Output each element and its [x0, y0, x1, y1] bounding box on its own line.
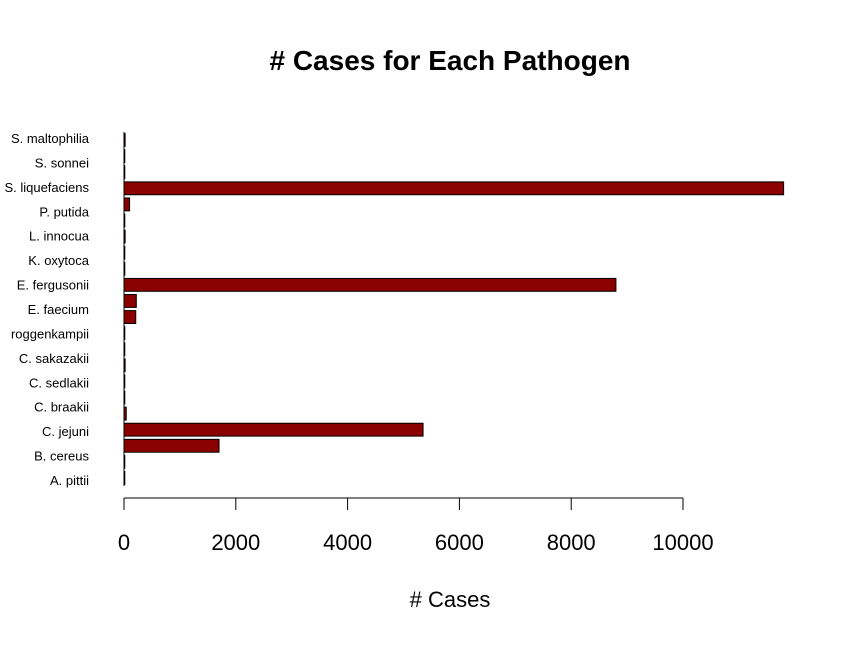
y-tick-label: K. oxytoca: [28, 253, 89, 268]
bar: [123, 422, 424, 437]
y-tick-label: roggenkampii: [11, 326, 89, 341]
y-tick-label: C. jejuni: [42, 424, 89, 439]
bar: [123, 310, 137, 324]
x-tick-label: 8000: [547, 530, 596, 555]
x-tick-label: 10000: [652, 530, 713, 555]
x-tick-label: 2000: [211, 530, 260, 555]
bar: [123, 438, 220, 453]
y-tick-label: B. cereus: [34, 449, 89, 464]
bar: [123, 294, 137, 308]
y-tick-label: S. liquefaciens: [4, 180, 89, 195]
y-tick-label: C. sakazakii: [19, 351, 89, 366]
y-tick-label: P. putida: [39, 204, 89, 219]
y-tick-label: S. maltophilia: [11, 131, 90, 146]
chart-title: # Cases for Each Pathogen: [269, 45, 630, 76]
y-tick-labels: A. pittii B. cereus C. jejuni C. braakii C. …: [4, 131, 89, 488]
x-tick-label: 6000: [435, 530, 484, 555]
x-axis-label: # Cases: [410, 587, 491, 612]
x-tick-label: 0: [118, 530, 130, 555]
y-tick-label: A. pittii: [50, 473, 89, 488]
x-axis: 0 2000 4000 6000 8000 10000: [118, 497, 714, 555]
y-tick-label: E. fergusonii: [17, 278, 89, 293]
bar: [123, 277, 617, 292]
bar: [123, 181, 785, 196]
y-tick-label: C. braakii: [34, 400, 89, 415]
y-tick-label: E. faecium: [28, 302, 89, 317]
bars-group: [123, 133, 785, 485]
bar: [123, 197, 131, 212]
y-tick-label: C. sedlakii: [29, 375, 89, 390]
y-tick-label: S. sonnei: [35, 155, 89, 170]
y-tick-label: L. innocua: [29, 229, 90, 244]
x-tick-label: 4000: [323, 530, 372, 555]
